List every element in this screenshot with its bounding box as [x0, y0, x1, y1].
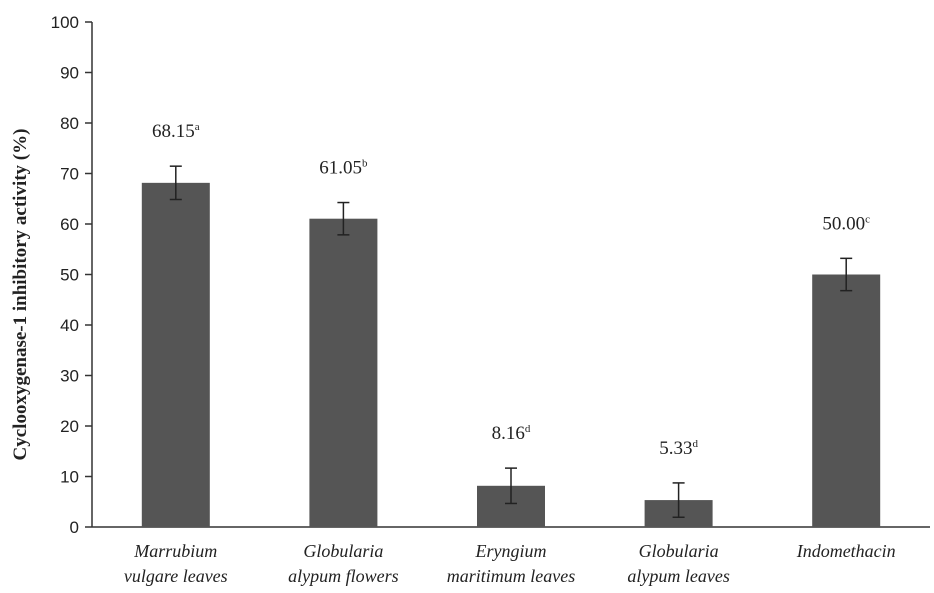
y-tick-label: 30: [60, 367, 79, 386]
x-tick-label: Globularia alypum leaves: [627, 541, 729, 586]
x-tick-label: Marrubium vulgare leaves: [124, 541, 228, 586]
bar: [812, 274, 881, 527]
data-label: 61.05b: [319, 158, 368, 179]
y-tick-label: 90: [60, 64, 79, 83]
y-tick-label: 10: [60, 468, 79, 487]
y-tick-label: 80: [60, 114, 79, 133]
y-tick-label: 0: [70, 518, 79, 537]
y-tick-label: 60: [60, 215, 79, 234]
y-tick-label: 20: [60, 417, 79, 436]
x-tick-label: Eryngium maritimum leaves: [447, 541, 575, 586]
x-tick-label: Indomethacin: [796, 541, 896, 561]
data-label: 5.33d: [659, 438, 698, 459]
bar: [309, 218, 378, 527]
y-tick-label: 50: [60, 266, 79, 285]
bar: [141, 182, 210, 527]
y-tick-label: 100: [51, 13, 79, 32]
y-tick-label: 70: [60, 165, 79, 184]
y-tick-label: 40: [60, 316, 79, 335]
data-label: 68.15a: [152, 121, 200, 142]
data-label: 50.00c: [822, 213, 870, 234]
y-axis-title: Cyclooxygenase-1 inhibitory activity (%): [10, 129, 31, 461]
x-tick-label: Globularia alypum flowers: [288, 541, 399, 586]
data-label: 8.16d: [492, 423, 531, 444]
